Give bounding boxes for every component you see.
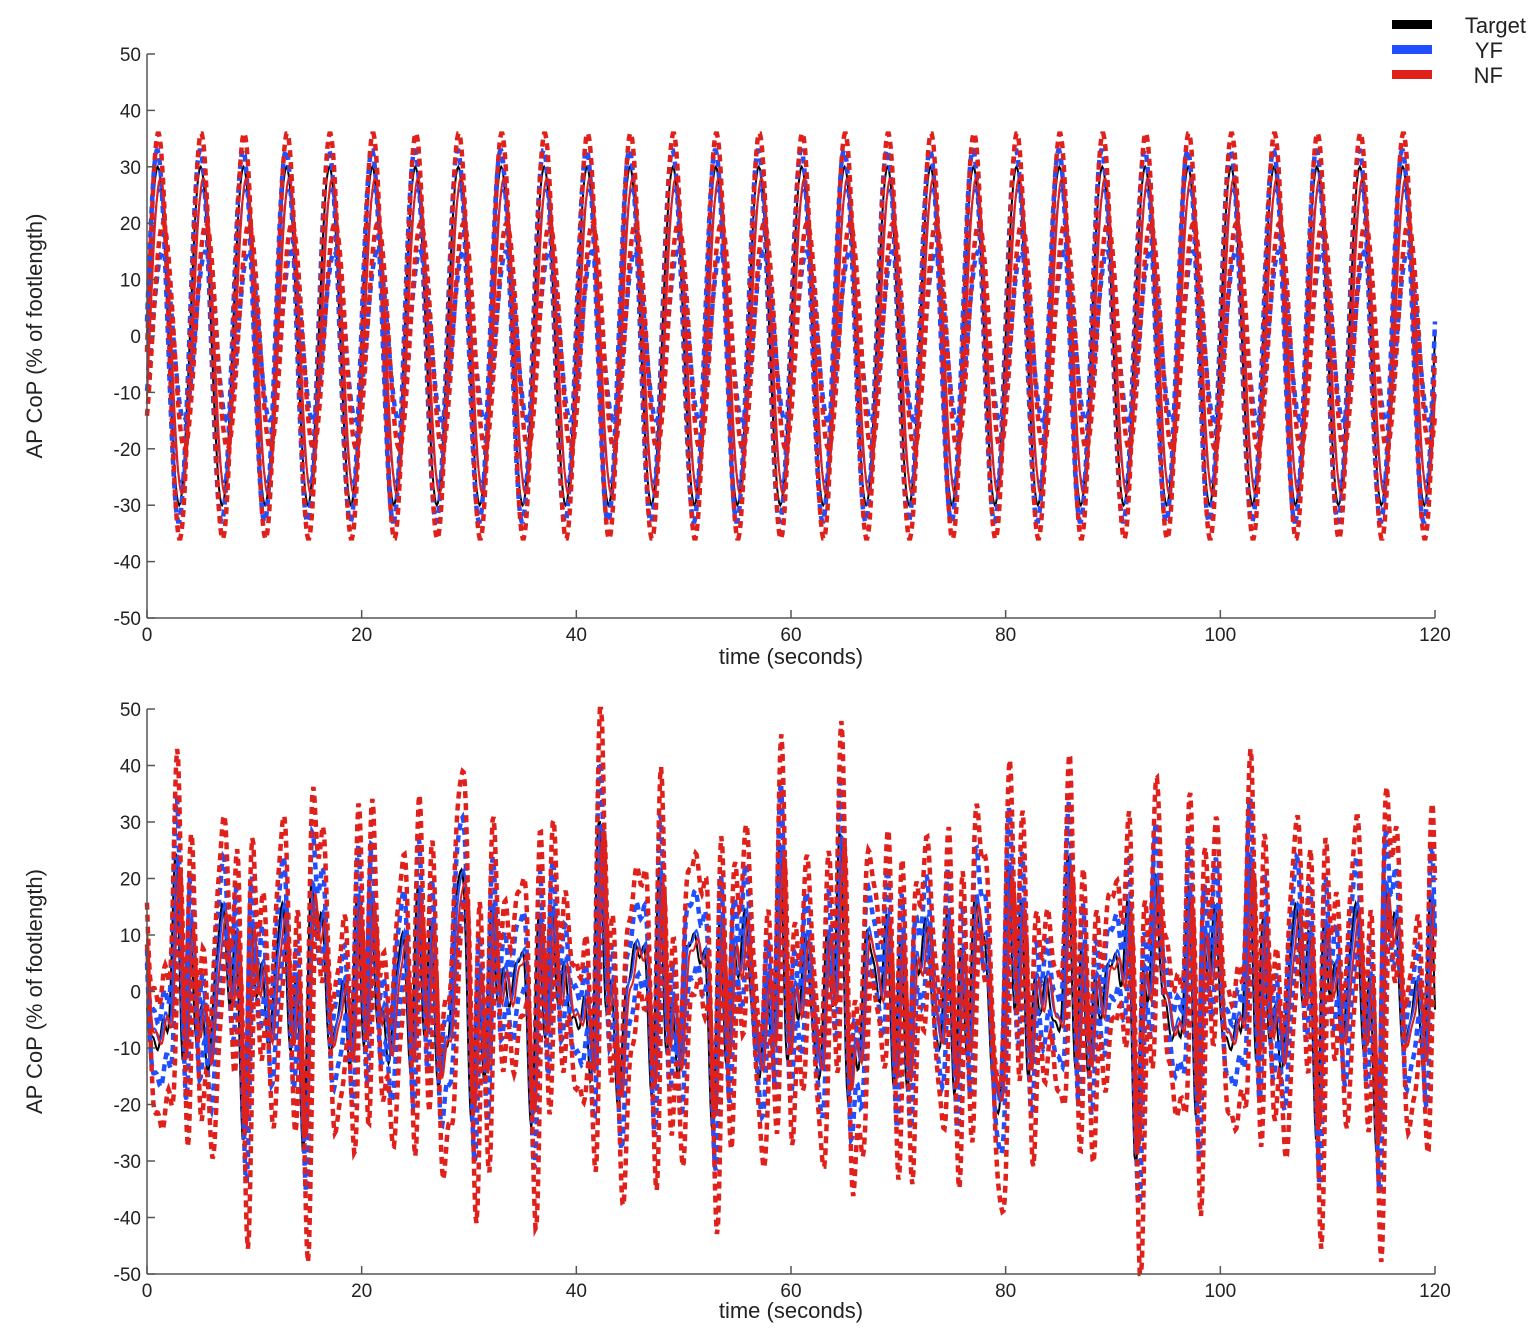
y-tick-label: 40 [120,757,141,778]
y-tick-label: -50 [114,609,141,630]
y-tick-label: 50 [120,700,141,721]
y-tick-label: 0 [130,327,141,348]
y-tick-label: 30 [120,813,141,834]
legend-label-yf: YF [1475,38,1503,63]
x-axis-title: time (seconds) [719,644,863,669]
legend-swatch-nf [1392,70,1432,79]
y-tick-label: 10 [120,926,141,947]
series-line-nf-dashed [144,831,1438,1277]
bottom-chart: -50 -40 -30 -20 -10 0 10 20 30 40 50 0 20 40 60 80 100 12… [22,700,1451,1323]
x-tick-label: 60 [780,625,801,646]
x-tick-label: 0 [142,625,153,646]
series-line-nf-dashed [144,219,1438,453]
x-tick-label: 20 [351,625,372,646]
x-tick-label: 80 [995,1281,1016,1302]
y-tick-label: 30 [120,158,141,179]
legend-label-nf: NF [1474,63,1503,88]
y-tick-label: -20 [114,1096,141,1117]
y-tick-label: -40 [114,1209,141,1230]
legend-label-target: Target [1465,13,1526,38]
top-chart: -50 -40 -30 -20 -10 0 10 20 30 40 50 0 20 40 60 80 100 12… [22,45,1451,669]
legend-swatch-yf [1392,45,1432,54]
y-tick-label: -10 [114,383,141,404]
x-tick-label: 120 [1419,1281,1451,1302]
series-line-nf-dashed [144,131,1438,541]
legend: Target YF NF [1392,13,1526,88]
y-axis-title: AP CoP (% of footlength) [22,214,47,459]
x-tick-label: 120 [1419,625,1451,646]
y-tick-label: 40 [120,101,141,122]
y-tick-label: -40 [114,553,141,574]
y-tick-label: 0 [130,983,141,1004]
x-tick-label: 40 [566,625,587,646]
x-tick-label: 0 [142,1281,153,1302]
y-tick-label: -10 [114,1039,141,1060]
y-tick-label: -50 [114,1265,141,1286]
series-line-yf-dashed [144,148,1438,524]
y-axis-title: AP CoP (% of footlength) [22,869,47,1114]
y-tick-label: 10 [120,271,141,292]
x-tick-label: 40 [566,1281,587,1302]
y-tick-label: 20 [120,214,141,235]
x-axis-title: time (seconds) [719,1298,863,1323]
x-tick-label: 20 [351,1281,372,1302]
x-tick-label: 100 [1204,625,1236,646]
y-tick-label: -20 [114,440,141,461]
y-tick-label: 20 [120,870,141,891]
x-tick-label: 100 [1204,1281,1236,1302]
x-tick-label: 80 [995,625,1016,646]
y-tick-label: -30 [114,1152,141,1173]
x-tick-label: 60 [780,1281,801,1302]
y-tick-label: 50 [120,45,141,66]
legend-swatch-target [1392,20,1432,29]
series-line-nf-dashed [144,706,1438,1152]
y-tick-label: -30 [114,496,141,517]
